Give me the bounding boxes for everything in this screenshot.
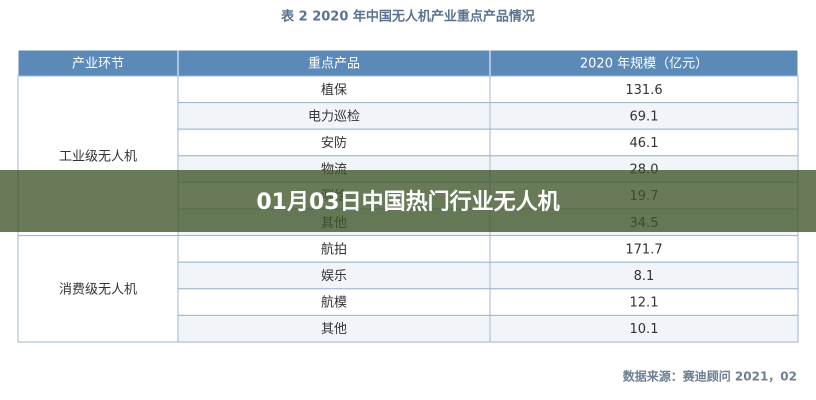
group-name: 工业级无人机: [59, 149, 137, 164]
cell: [489, 261, 799, 290]
value: 8.1: [634, 269, 655, 284]
cell: [489, 288, 799, 316]
header-cell: [489, 49, 799, 77]
value: 69.1: [630, 109, 659, 124]
value: 171.7: [625, 242, 662, 257]
source-note: 数据来源：赛迪顾问 2021，02: [623, 369, 797, 384]
product: 安防: [321, 135, 347, 151]
product: 电力巡检: [308, 109, 360, 124]
value: 131.6: [625, 83, 662, 98]
group-name: 消费级无人机: [59, 282, 137, 297]
group-cell: [17, 235, 179, 343]
product: 娱乐: [321, 269, 347, 284]
cell: [177, 128, 491, 157]
cell: [489, 128, 799, 157]
value: 46.1: [630, 136, 659, 151]
product: 航模: [321, 295, 347, 311]
cell: [177, 288, 491, 316]
product: 植保: [321, 83, 347, 98]
product: 航拍: [321, 241, 347, 257]
banner-band: [0, 170, 816, 232]
header-text: 产业环节: [72, 57, 124, 72]
product: 其他: [321, 322, 347, 337]
header-cell: [17, 49, 179, 77]
header-text: 重点产品: [308, 56, 360, 72]
cell: [489, 314, 799, 343]
value: 10.1: [630, 322, 659, 337]
header-text: 2020 年规模（亿元）: [580, 57, 708, 72]
value: 12.1: [630, 296, 659, 311]
cell: [489, 102, 799, 130]
table-title: 表 2 2020 年中国无人机产业重点产品情况: [280, 9, 535, 25]
cell: [489, 75, 799, 104]
banner-text: 01月03日中国热门行业无人机: [256, 189, 559, 215]
cell: [489, 235, 799, 263]
